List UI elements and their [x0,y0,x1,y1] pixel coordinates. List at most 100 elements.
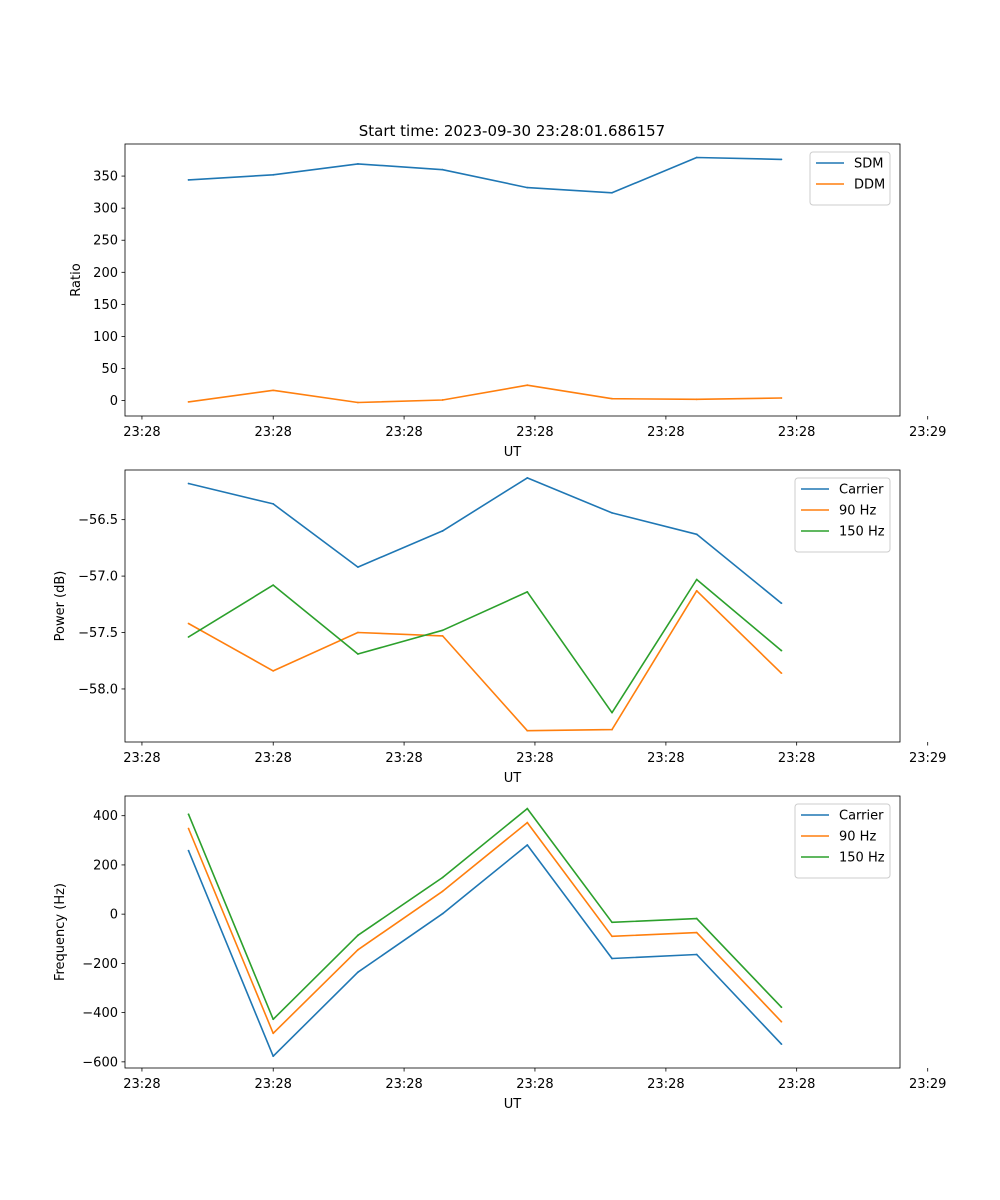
power-x-tick-label: 23:28 [516,751,553,766]
frequency-axes-frame [124,795,901,1069]
frequency-series-point [357,934,359,937]
frequency-series-150-hz-line [187,807,782,1021]
frequency-series-point [611,935,613,938]
power-series-point [272,584,275,587]
frequency-series-point [780,1043,783,1046]
ratio-series-point [187,179,190,181]
frequency-series-point [272,1055,275,1058]
ratio-series-point [272,389,275,392]
power-chart: −58.0 −57.5 −57.0 −56.5 23:28 23:28 23:28 23:28… [53,469,946,786]
frequency-series-carrier-line [187,844,782,1057]
power-series-point [780,649,783,652]
frequency-series-point [357,948,359,951]
power-series-point [611,711,613,714]
power-x-tick-label: 23:28 [778,751,815,766]
frequency-y-tick-label: 200 [93,858,118,873]
power-series-point [187,636,190,638]
power-axes-frame [124,469,901,743]
frequency-x-tick-label: 23:28 [647,1077,684,1092]
ratio-y-tick-label: 300 [93,202,118,217]
frequency-series-point [441,876,444,879]
frequency-series-point [526,844,529,846]
ratio-series-sdm-line [188,156,782,194]
power-x-tick-label: 23:28 [385,751,422,766]
frequency-series-point [187,827,190,830]
frequency-x-tick-label: 23:28 [778,1077,815,1092]
frequency-series-point [187,813,190,816]
ratio-x-axis-label: UT [504,445,522,460]
frequency-series-point [272,1018,275,1021]
ratio-legend-label: DDM [854,178,885,193]
ratio-series-point [357,162,359,165]
ratio-chart: 0 50 100 150 200 250 300 350 23:28 23:28 23:28 23:2… [69,143,946,460]
frequency-series-point [357,971,359,974]
frequency-series-point [780,1006,783,1009]
power-series-point [611,511,613,514]
frequency-series-point [526,807,529,810]
power-series-point [272,502,275,505]
frequency-x-tick-label: 23:29 [909,1077,946,1092]
frequency-legend-box [794,803,891,879]
power-series-point [441,629,444,632]
frequency-series-90-hz-line [187,821,782,1035]
frequency-x-tick-label: 23:28 [385,1077,422,1092]
frequency-legend-label: 150 Hz [839,851,885,866]
ratio-series-point [526,384,529,387]
ratio-series-point [272,173,275,176]
ratio-y-tick-label: 250 [93,234,118,249]
figure-title: Start time: 2023-09-30 23:28:01.686157 [359,122,665,140]
frequency-legend-label: 90 Hz [839,830,876,845]
frequency-x-tick-label: 23:28 [254,1077,291,1092]
ratio-y-tick-label: 150 [93,298,118,313]
ratio-legend-box [809,151,891,206]
power-series-point [272,669,275,672]
ratio-series-point [695,156,698,159]
power-series-carrier-line [188,477,782,604]
frequency-y-tick-label: 400 [93,809,118,824]
power-series-point [357,631,359,634]
ratio-y-tick-label: 100 [93,330,118,345]
ratio-x-tick-label: 23:28 [254,425,291,440]
ratio-x-tick-label: 23:28 [516,425,553,440]
power-series-point [187,482,190,485]
frequency-y-tick-label: −200 [82,957,118,972]
frequency-series-point [695,931,698,934]
frequency-series-point [611,921,613,924]
ratio-series-point [357,401,359,404]
frequency-x-axis-label: UT [504,1097,522,1112]
frequency-series-point [441,890,444,893]
power-y-tick-label: −57.5 [78,626,118,641]
frequency-series-point [526,821,529,824]
ratio-series-point [441,168,444,171]
power-series-point [611,728,613,731]
power-series-point [441,635,444,637]
frequency-x-tick-label: 23:28 [516,1077,553,1092]
ratio-series-point [187,400,190,403]
ratio-y-tick-label: 50 [101,362,118,377]
frequency-series-point [695,917,698,920]
power-y-tick-label: −57.0 [78,570,118,585]
power-series-point [526,590,529,593]
frequency-chart: −600 −400 −200 0 200 400 23:28 23:28 23:28 23:28 2… [53,795,946,1112]
ratio-series-point [441,399,444,401]
frequency-y-tick-label: −600 [82,1055,118,1070]
ratio-y-tick-label: 350 [93,170,118,185]
power-series-point [526,729,529,732]
power-legend-label: Carrier [839,483,884,498]
frequency-x-tick-label: 23:28 [123,1077,160,1092]
ratio-x-tick-label: 23:28 [123,425,160,440]
power-x-tick-label: 23:28 [647,751,684,766]
power-y-tick-label: −56.5 [78,513,118,528]
ratio-series-point [611,397,613,400]
power-series-point [526,477,529,479]
power-series-point [357,566,359,568]
ratio-series-point [526,186,529,189]
frequency-series-point [611,957,613,960]
ratio-y-axis-label: Ratio [69,263,84,296]
power-series-point [187,622,190,625]
frequency-y-tick-label: 0 [110,908,118,923]
power-series-point [780,672,783,675]
ratio-y-tick-label: 200 [93,266,118,281]
power-y-tick-label: −58.0 [78,682,118,697]
